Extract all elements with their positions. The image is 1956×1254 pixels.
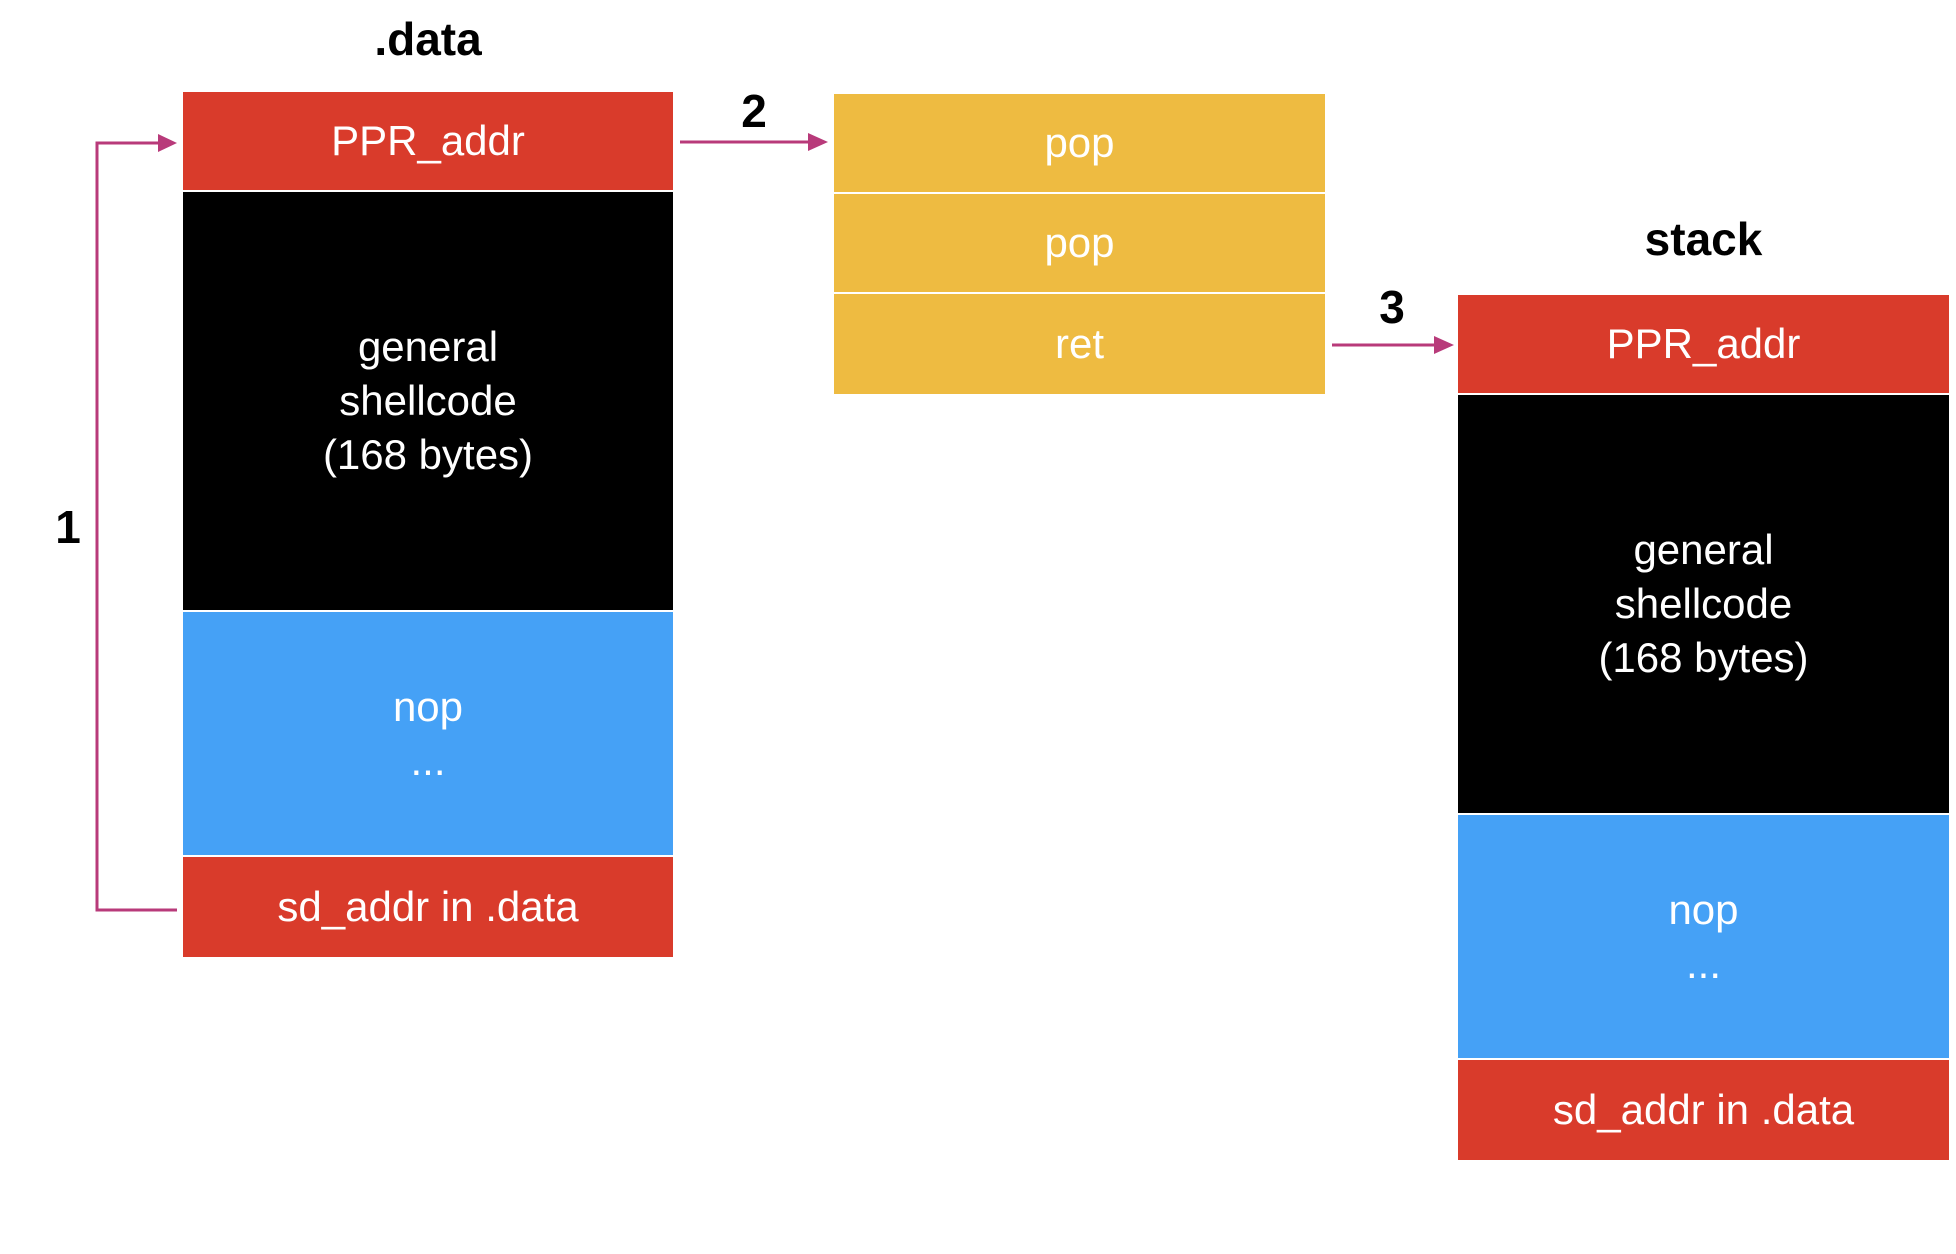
stack-shellcode-line3: (168 bytes) [1598,634,1809,681]
gadget-ret-label: ret [1054,320,1104,367]
gadget-pop1-block: pop [834,94,1325,194]
step-2-label: 2 [741,85,767,137]
stack-nop-dots: ... [1685,939,1721,987]
stack-shellcode-line1: general [1633,526,1774,573]
arrow-step-2-head [808,133,828,151]
data-shellcode-block: general shellcode (168 bytes) [183,192,673,612]
data-nop-dots: ... [410,736,446,784]
stack-ppr-addr-label: PPR_addr [1606,320,1801,367]
data-shellcode-line2: shellcode [339,377,517,424]
data-ppr-addr-block: PPR_addr [183,92,673,192]
data-sd-addr-label: sd_addr in .data [277,883,579,930]
stack-sd-addr-block: sd_addr in .data [1458,1060,1949,1160]
data-ppr-addr-label: PPR_addr [331,117,525,164]
stack-shellcode-block: general shellcode (168 bytes) [1458,395,1949,815]
arrow-step-1-head [158,134,177,152]
data-shellcode-line3: (168 bytes) [322,431,534,478]
stack-shellcode-line2: shellcode [1614,580,1793,627]
data-sd-addr-block: sd_addr in .data [183,857,673,957]
data-nop-block: nop ... [183,612,673,857]
stack-section-title: stack [1644,213,1763,265]
data-nop-label: nop [392,682,464,730]
gadget-pop2-block: pop [834,194,1325,294]
step-1-label: 1 [55,501,81,553]
gadget-pop1-label: pop [1044,119,1115,166]
stack-sd-addr-label: sd_addr in .data [1552,1086,1855,1133]
gadget-ret-block: ret [834,294,1325,394]
stack-nop-label: nop [1668,885,1739,933]
stack-ppr-addr-block: PPR_addr [1458,295,1949,395]
data-section-title: .data [374,13,482,65]
data-shellcode-line1: general [357,323,499,370]
arrow-step-3-head [1434,336,1454,354]
step-3-label: 3 [1379,281,1405,333]
gadget-pop2-label: pop [1044,219,1115,266]
stack-nop-block: nop ... [1458,815,1949,1060]
arrow-step-1 [95,141,177,912]
